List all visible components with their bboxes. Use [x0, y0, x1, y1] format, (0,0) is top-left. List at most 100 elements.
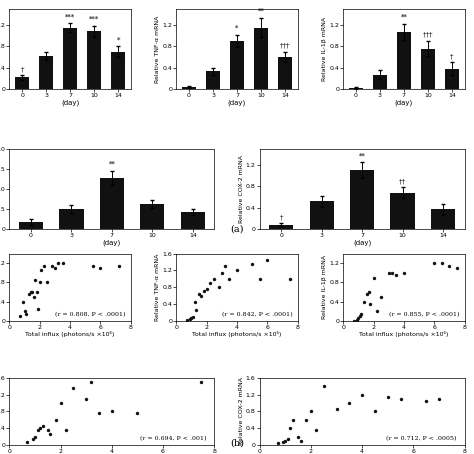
- Point: [62, 427, 70, 434]
- Point: [57, 400, 64, 407]
- Point: [397, 395, 404, 402]
- Bar: [181, 212, 205, 229]
- Point: [19, 298, 27, 305]
- Text: **: **: [359, 152, 365, 160]
- Point: [233, 267, 241, 274]
- Point: [297, 437, 304, 444]
- Point: [248, 261, 256, 268]
- Point: [21, 307, 28, 315]
- X-axis label: (day): (day): [353, 240, 371, 246]
- Point: [346, 400, 353, 407]
- Point: [97, 264, 104, 271]
- Y-axis label: Relative COX-2 mRNA: Relative COX-2 mRNA: [238, 155, 244, 223]
- Text: (r = 0.808, P < .0001): (r = 0.808, P < .0001): [55, 312, 126, 317]
- Bar: [397, 32, 411, 89]
- Y-axis label: Relative IL-1β mRNA: Relative IL-1β mRNA: [322, 255, 327, 319]
- Point: [195, 290, 203, 297]
- Point: [70, 385, 77, 392]
- Point: [31, 276, 39, 284]
- Point: [24, 438, 31, 445]
- Point: [438, 260, 446, 267]
- Point: [367, 301, 374, 308]
- Bar: [140, 204, 164, 229]
- Point: [350, 317, 357, 325]
- Point: [27, 288, 35, 296]
- Bar: [111, 52, 125, 89]
- Bar: [254, 28, 268, 89]
- Bar: [373, 74, 387, 89]
- Bar: [63, 28, 77, 89]
- Point: [39, 422, 46, 429]
- Point: [279, 438, 287, 445]
- Point: [377, 293, 385, 301]
- X-axis label: Total influx (photons/s ×10⁶): Total influx (photons/s ×10⁶): [192, 331, 282, 337]
- Point: [392, 271, 400, 279]
- Point: [186, 316, 194, 323]
- Point: [31, 433, 39, 440]
- Text: †: †: [280, 213, 283, 221]
- Point: [358, 391, 366, 398]
- Point: [384, 393, 392, 400]
- Point: [203, 286, 210, 293]
- Point: [37, 267, 45, 274]
- Bar: [420, 49, 435, 89]
- Point: [356, 312, 364, 320]
- Text: ***: ***: [89, 16, 99, 24]
- Bar: [349, 88, 363, 89]
- Bar: [431, 209, 455, 229]
- Bar: [206, 71, 220, 89]
- Bar: [19, 222, 43, 229]
- X-axis label: (day): (day): [103, 240, 121, 246]
- Text: *: *: [117, 36, 120, 44]
- Point: [302, 416, 310, 424]
- Point: [28, 288, 36, 296]
- Point: [54, 260, 62, 267]
- Bar: [445, 69, 459, 89]
- Point: [188, 315, 195, 322]
- Point: [264, 257, 271, 264]
- Point: [88, 378, 95, 385]
- Point: [198, 378, 205, 385]
- Point: [36, 279, 44, 286]
- Point: [221, 262, 228, 270]
- Point: [287, 424, 294, 432]
- Bar: [182, 87, 196, 89]
- Point: [210, 275, 218, 282]
- Point: [282, 437, 289, 444]
- Point: [115, 262, 122, 269]
- Bar: [230, 41, 244, 89]
- Point: [355, 315, 362, 322]
- Point: [430, 260, 438, 267]
- Point: [35, 305, 42, 312]
- Y-axis label: Relative COX-2 mRNA: Relative COX-2 mRNA: [238, 377, 244, 445]
- Point: [364, 291, 371, 298]
- Point: [446, 262, 453, 269]
- Point: [400, 269, 408, 276]
- Point: [33, 288, 41, 296]
- Point: [183, 316, 191, 324]
- Y-axis label: Relative TNF-α mRNA: Relative TNF-α mRNA: [155, 15, 160, 83]
- Point: [256, 275, 264, 282]
- Point: [388, 269, 395, 276]
- Point: [16, 312, 24, 320]
- Point: [41, 262, 48, 269]
- Bar: [278, 57, 292, 89]
- Text: (a): (a): [230, 225, 244, 234]
- Bar: [87, 31, 101, 89]
- Point: [274, 439, 282, 446]
- Point: [197, 292, 204, 299]
- Text: ††: ††: [399, 178, 406, 185]
- Point: [200, 288, 208, 295]
- Point: [365, 288, 373, 296]
- Bar: [59, 209, 83, 229]
- Point: [95, 410, 103, 417]
- Bar: [269, 225, 293, 229]
- Point: [34, 427, 41, 434]
- Point: [353, 316, 361, 323]
- Bar: [350, 170, 374, 229]
- Point: [29, 435, 36, 442]
- X-axis label: (day): (day): [228, 99, 246, 106]
- Text: (r = 0.712, P < .0005): (r = 0.712, P < .0005): [386, 436, 456, 442]
- Text: (r = 0.842, P < .0001): (r = 0.842, P < .0001): [222, 312, 293, 317]
- Text: **: **: [401, 14, 407, 22]
